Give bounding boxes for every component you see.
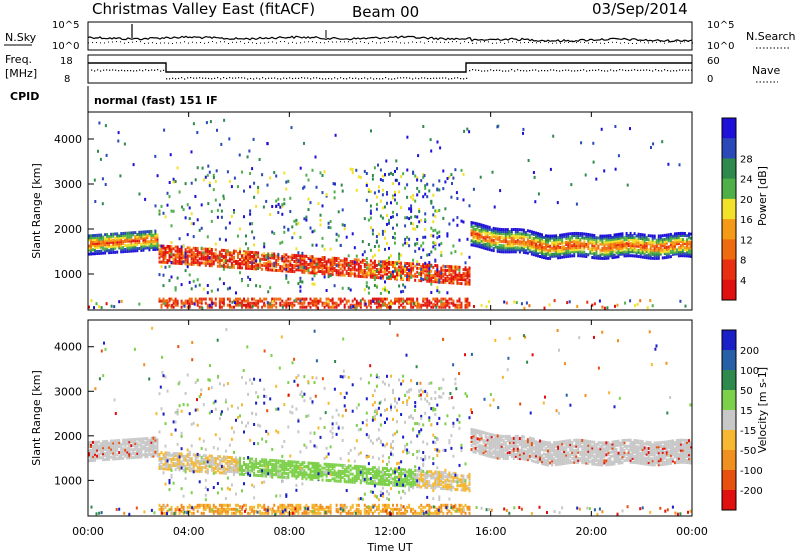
colorbar-swatch bbox=[722, 279, 736, 301]
y-tick-label: 3000 bbox=[54, 178, 82, 191]
colorbar-swatch bbox=[722, 470, 736, 491]
colorbar-swatch bbox=[722, 259, 736, 281]
colorbar-tick-label: -200 bbox=[740, 486, 763, 497]
nave-tick-top: 60 bbox=[707, 56, 720, 67]
freq-label-2: [MHz] bbox=[5, 67, 37, 80]
nsky-trace bbox=[87, 24, 693, 44]
cpid-label: CPID bbox=[10, 90, 39, 103]
colorbar-tick-label: 24 bbox=[740, 175, 753, 186]
velocity-colorbar: 200 100 50 15 -15 -50 -100 -200 bbox=[721, 329, 763, 511]
colorbar-swatch bbox=[722, 118, 736, 139]
colorbar-swatch bbox=[722, 178, 736, 200]
colorbar-swatch bbox=[722, 198, 736, 220]
nsky-tick-bottom: 10^0 bbox=[52, 41, 79, 52]
colorbar-tick-label: 8 bbox=[740, 256, 746, 267]
colorbar-tick-label: 4 bbox=[740, 276, 746, 287]
x-axis-ticks: 00:00 04:00 08:00 12:00 16:00 20:00 00:00 bbox=[72, 112, 708, 538]
colorbar-tick-label: -100 bbox=[740, 466, 763, 477]
nave-trace bbox=[91, 69, 693, 80]
power-colorbar-label: Power [dB] bbox=[756, 166, 769, 226]
freq-trace bbox=[88, 62, 692, 73]
colorbar-tick-label: 12 bbox=[740, 235, 753, 246]
nsky-tick-top: 10^5 bbox=[52, 20, 79, 31]
velocity-data bbox=[88, 326, 692, 516]
nsearch-label: N.Search bbox=[746, 30, 796, 43]
x-tick-label: 12:00 bbox=[374, 525, 406, 538]
cpid-text: normal (fast) 151 IF bbox=[94, 94, 218, 107]
velocity-panel bbox=[87, 319, 693, 517]
freq-label-1: Freq. bbox=[5, 53, 32, 66]
colorbar-swatch bbox=[722, 390, 736, 411]
y-tick-label: 1000 bbox=[54, 474, 82, 487]
colorbar-swatch bbox=[722, 219, 736, 240]
colorbar-swatch bbox=[722, 239, 736, 261]
nsky-label: N.Sky bbox=[5, 31, 37, 44]
colorbar-swatch bbox=[722, 330, 736, 351]
colorbar-frame bbox=[721, 117, 737, 301]
power-panel bbox=[87, 111, 693, 311]
station-title: Christmas Valley East (fitACF) bbox=[92, 0, 315, 18]
nsky-panel bbox=[87, 21, 693, 51]
colorbar-tick-label: 200 bbox=[740, 346, 759, 357]
nsearch-tick-bottom: 10^0 bbox=[707, 41, 734, 52]
y-tick-label: 2000 bbox=[54, 223, 82, 236]
power-ylabel: Slant Range [km] bbox=[30, 163, 43, 259]
colorbar-tick-label: 16 bbox=[740, 215, 753, 226]
y-tick-label: 2000 bbox=[54, 430, 82, 443]
x-tick-label: 08:00 bbox=[273, 525, 305, 538]
y-tick-label: 3000 bbox=[54, 385, 82, 398]
power-colorbar: 4 8 12 16 20 24 28 bbox=[721, 117, 753, 301]
y-tick-label: 1000 bbox=[54, 268, 82, 281]
nsearch-tick-top: 10^5 bbox=[707, 20, 734, 31]
velocity-yticks: 1000 2000 3000 4000 bbox=[54, 341, 94, 487]
colorbar-swatch bbox=[722, 490, 736, 511]
freq-tick-bottom: 8 bbox=[64, 74, 70, 85]
x-tick-label: 20:00 bbox=[575, 525, 607, 538]
x-tick-label: 16:00 bbox=[475, 525, 507, 538]
x-axis-title: Time UT bbox=[366, 541, 412, 554]
y-tick-label: 4000 bbox=[54, 341, 82, 354]
velocity-colorbar-label: Velocity [m s-1] bbox=[756, 367, 769, 453]
colorbar-swatch bbox=[722, 158, 736, 180]
colorbar-swatch bbox=[722, 370, 736, 391]
colorbar-frame bbox=[721, 329, 737, 511]
y-tick-label: 4000 bbox=[54, 133, 82, 146]
power-data bbox=[88, 118, 692, 310]
nave-tick-bottom: 0 bbox=[707, 74, 713, 85]
colorbar-tick-label: 28 bbox=[740, 154, 753, 165]
colorbar-swatch bbox=[722, 350, 736, 371]
x-tick-label: 00:00 bbox=[72, 525, 104, 538]
colorbar-swatch bbox=[722, 430, 736, 451]
x-tick-label: 00:00 bbox=[676, 525, 708, 538]
colorbar-tick-label: 100 bbox=[740, 366, 759, 377]
freq-tick-top: 18 bbox=[60, 56, 73, 67]
colorbar-swatch bbox=[722, 138, 736, 159]
date-title: 03/Sep/2014 bbox=[592, 0, 688, 18]
colorbar-tick-label: -50 bbox=[740, 446, 756, 457]
velocity-ylabel: Slant Range [km] bbox=[30, 370, 43, 466]
colorbar-swatch bbox=[722, 410, 736, 431]
colorbar-tick-label: 20 bbox=[740, 195, 753, 206]
colorbar-tick-label: 50 bbox=[740, 386, 753, 397]
colorbar-swatch bbox=[722, 450, 736, 471]
colorbar-tick-label: 15 bbox=[740, 406, 753, 417]
freq-panel bbox=[87, 54, 693, 84]
nave-label: Nave bbox=[752, 64, 780, 77]
x-tick-label: 04:00 bbox=[173, 525, 205, 538]
beam-title: Beam 00 bbox=[352, 3, 419, 21]
power-yticks: 1000 2000 3000 4000 bbox=[54, 133, 94, 281]
colorbar-tick-label: -15 bbox=[740, 426, 756, 437]
